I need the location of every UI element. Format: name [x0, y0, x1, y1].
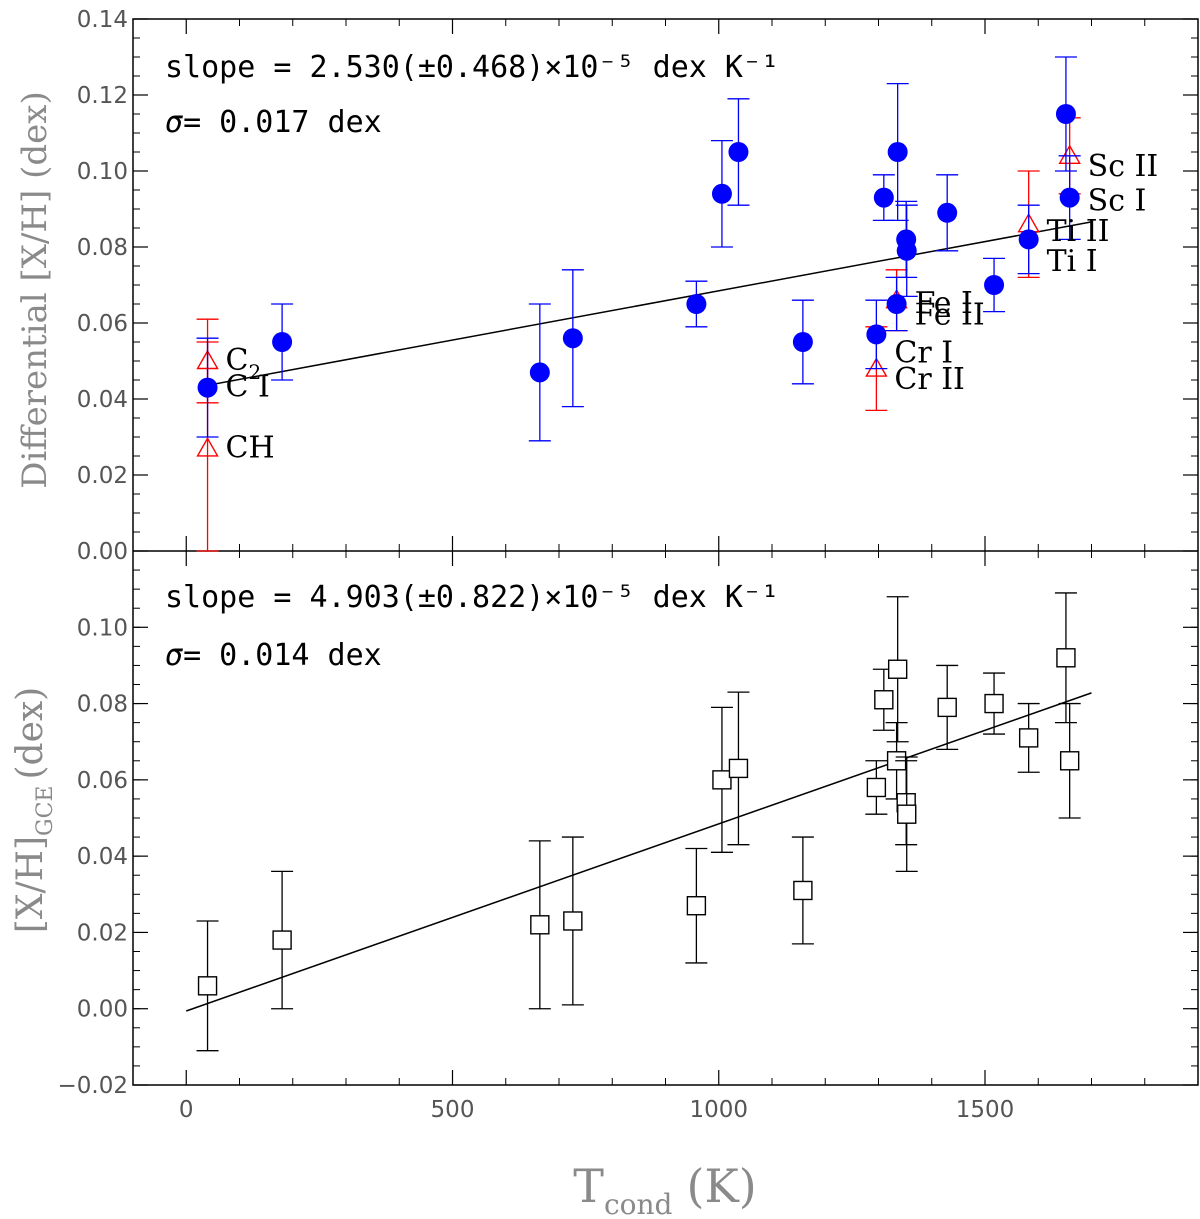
square-point [1018, 728, 1039, 748]
square-point [530, 915, 550, 935]
bottom-y-tick-label: 0.06 [77, 768, 128, 794]
element-label: C2 [226, 343, 262, 384]
x-label-sub: cond [604, 1188, 673, 1219]
bottom-panel-axes: −0.02 0.00 0.02 0.04 0.06 0.08 0.10 0 500 1000 150… [58, 550, 1198, 1123]
circle-point [792, 332, 813, 352]
circle-point [686, 294, 707, 314]
element-label-sub: 2 [249, 360, 262, 384]
bottom-y-label-unit: (dex) [10, 687, 51, 780]
square-point [897, 804, 917, 824]
bottom-sigma-value: = 0.014 dex [183, 638, 382, 673]
x-tick-label: 500 [431, 1097, 475, 1123]
x-axis-label: Tcond (K) [573, 1159, 756, 1219]
bottom-y-tick-label: 0.10 [77, 615, 128, 641]
circle-point [197, 377, 218, 398]
circle-point [1055, 104, 1076, 124]
top-sigma-line: σ= 0.017 dex [165, 105, 382, 140]
circle-point [873, 187, 894, 208]
top-panel-axes: 0.00 0.02 0.04 0.06 0.08 0.10 0.12 0.14 [77, 7, 1198, 565]
square-point [984, 693, 1004, 714]
triangle-point [196, 436, 219, 457]
square-point [563, 911, 583, 931]
circle-point [887, 142, 908, 162]
bottom-y-tick-label: −0.02 [58, 1073, 128, 1099]
element-label: Fe I [915, 286, 973, 321]
bottom-slope-annotation: slope = 4.903(±0.822)×10⁻⁵ dex K⁻¹ [165, 580, 779, 615]
top-y-axis-label: Differential [X/H] (dex) [15, 91, 55, 488]
bottom-y-label-main: [X/H] [10, 836, 51, 933]
bottom-y-tick-label: 0.04 [77, 844, 128, 870]
x-tick-label: 0 [179, 1097, 194, 1123]
top-y-tick-label: 0.06 [77, 311, 128, 337]
element-label-main: C [226, 343, 249, 378]
square-point [712, 770, 732, 790]
square-point [887, 659, 908, 679]
square-point [197, 976, 218, 996]
square-point [874, 690, 894, 710]
element-label: Sc II [1088, 149, 1159, 184]
bottom-sigma-symbol: σ [165, 638, 183, 673]
top-y-tick-label: 0.00 [77, 539, 128, 565]
element-label: Ti II [1047, 214, 1110, 249]
square-point [272, 930, 292, 950]
top-y-tick-label: 0.10 [77, 159, 128, 185]
circle-point [1018, 229, 1039, 250]
square-point [866, 777, 887, 798]
bottom-panel-marks [186, 592, 1092, 1052]
x-tick-label: 1000 [689, 1097, 748, 1123]
circle-point [886, 294, 907, 314]
top-y-tick-label: 0.08 [77, 235, 128, 261]
x-tick-label: 1500 [956, 1097, 1015, 1123]
circle-point [866, 324, 887, 345]
top-sigma-symbol: σ [165, 105, 183, 140]
element-label: CH [226, 430, 275, 465]
circle-point [937, 202, 958, 223]
element-label: C I [226, 370, 270, 405]
square-point [793, 880, 813, 901]
top-y-tick-label: 0.04 [77, 387, 128, 413]
square-point [1059, 751, 1080, 771]
bottom-y-tick-label: 0.00 [77, 997, 128, 1023]
element-label: Cr II [894, 362, 965, 397]
bottom-sigma-line: σ= 0.014 dex [165, 638, 382, 673]
circle-point [272, 332, 293, 352]
circle-point [728, 142, 749, 162]
bottom-fit-line [186, 692, 1092, 1012]
top-sigma-value: = 0.017 dex [183, 105, 382, 140]
square-point [1056, 648, 1076, 668]
top-y-tick-label: 0.02 [77, 463, 128, 489]
circle-point [711, 183, 732, 204]
bottom-y-tick-label: 0.08 [77, 692, 128, 718]
circle-point [896, 240, 917, 261]
bottom-y-axis-label: [X/H]GCE (dex) [10, 687, 58, 933]
bottom-y-label-sub: GCE [33, 786, 58, 836]
element-label: Ti I [1047, 244, 1098, 279]
x-label-main: T [573, 1159, 604, 1213]
element-label: Cr I [894, 335, 953, 370]
circle-point [562, 328, 583, 349]
top-y-tick-label: 0.12 [77, 83, 128, 109]
circle-point [984, 275, 1005, 295]
top-y-tick-label: 0.14 [77, 7, 128, 33]
element-label: Sc I [1088, 183, 1147, 218]
element-label: Fe II [915, 297, 985, 332]
x-label-unit: (K) [686, 1159, 756, 1213]
circle-point [1059, 187, 1080, 208]
top-fit-line [207, 221, 1092, 387]
top-slope-annotation: slope = 2.530(±0.468)×10⁻⁵ dex K⁻¹ [165, 50, 779, 85]
triangle-point [865, 357, 888, 377]
circle-point [529, 362, 550, 383]
bottom-y-tick-label: 0.02 [77, 920, 128, 946]
square-point [937, 697, 957, 718]
square-point [686, 896, 707, 916]
square-point [728, 758, 749, 779]
